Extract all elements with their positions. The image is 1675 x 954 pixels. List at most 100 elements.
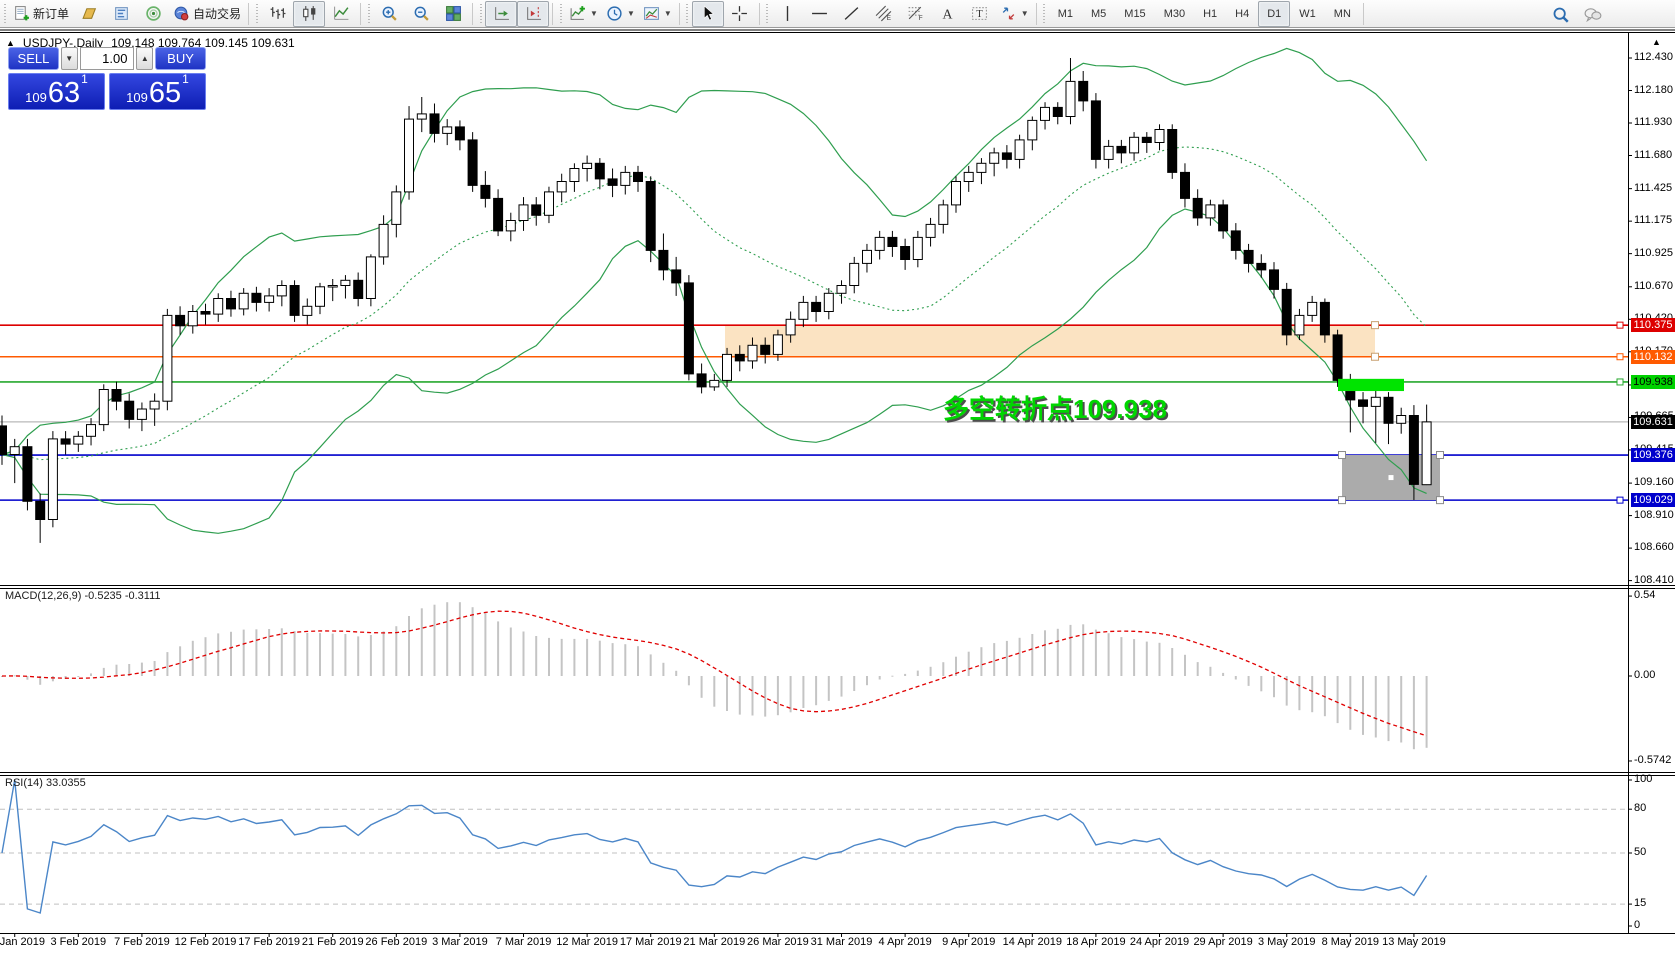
selection-handle[interactable] xyxy=(1436,496,1444,505)
collapse-arrow-icon[interactable]: ▲ xyxy=(6,38,15,48)
auto-trading-button[interactable]: 自动交易 xyxy=(169,1,245,27)
buy-button[interactable]: BUY xyxy=(155,47,206,70)
chart-plot[interactable] xyxy=(0,28,1675,954)
search-button[interactable] xyxy=(1545,2,1577,28)
buy-price-pips: 65 xyxy=(148,77,182,109)
tf-d1-button[interactable]: D1 xyxy=(1258,0,1291,27)
selection-handle[interactable] xyxy=(1338,496,1346,505)
toolbar-drag-handle[interactable] xyxy=(558,3,564,24)
text-label-button[interactable] xyxy=(964,1,996,27)
candle xyxy=(518,204,529,221)
periods-dropdown-caret[interactable]: ▼ xyxy=(626,9,635,18)
text-icon xyxy=(939,5,956,22)
tf-m5-button[interactable]: M5 xyxy=(1082,1,1115,27)
toolbar-drag-handle[interactable] xyxy=(478,3,484,24)
main-price-pane[interactable] xyxy=(0,47,1628,543)
date-axis-label: 24 Apr 2019 xyxy=(1129,936,1190,948)
selection-handle[interactable] xyxy=(1436,451,1444,460)
macd-label: MACD(12,26,9) -0.5235 -0.3111 xyxy=(5,590,161,602)
crosshair-button[interactable] xyxy=(724,1,756,27)
tf-mn-button[interactable]: MN xyxy=(1325,1,1360,27)
templates-button[interactable]: ▼ xyxy=(639,1,676,27)
hline-handle[interactable] xyxy=(1616,496,1624,504)
trendline-button[interactable] xyxy=(836,1,868,27)
arrows-dropdown-caret[interactable]: ▼ xyxy=(1020,9,1029,18)
green-highlight-bar[interactable] xyxy=(1338,378,1404,392)
tf-w1-button[interactable]: W1 xyxy=(1290,1,1325,27)
new-order-icon xyxy=(13,5,30,22)
bar-chart-button[interactable] xyxy=(261,1,293,27)
toolbar-drag-handle[interactable] xyxy=(764,3,770,24)
volume-increase-button[interactable]: ▲ xyxy=(136,47,154,70)
price-axis-tick: 109.160 xyxy=(1634,476,1674,489)
toolbar-drag-handle[interactable] xyxy=(1041,3,1047,24)
candle xyxy=(963,171,974,182)
candle xyxy=(785,318,796,336)
tf-h4-button[interactable]: H4 xyxy=(1226,1,1258,27)
date-axis-label: 3 May 2019 xyxy=(1257,936,1316,948)
toolbar-separator xyxy=(248,2,250,25)
signals-button[interactable] xyxy=(137,1,169,27)
toolbar-drag-handle[interactable] xyxy=(254,3,260,24)
tf-m1-button[interactable]: M1 xyxy=(1049,1,1082,27)
zoom-in-icon xyxy=(381,5,398,22)
sell-button[interactable]: SELL xyxy=(8,47,59,70)
candle xyxy=(404,118,414,193)
arrows-button[interactable]: ▼ xyxy=(996,1,1033,27)
chart-shift-button[interactable] xyxy=(517,0,550,27)
rsi-axis-tick: 80 xyxy=(1634,802,1647,815)
fibonacci-button[interactable] xyxy=(900,1,932,27)
tf-m30-button[interactable]: M30 xyxy=(1155,1,1194,27)
rsi-pane[interactable] xyxy=(0,779,1628,914)
zoom-out-button[interactable] xyxy=(405,1,437,27)
depth-of-market-button[interactable] xyxy=(105,1,137,27)
candle xyxy=(1014,139,1025,160)
sell-price-display[interactable]: 109 63 1 xyxy=(8,72,105,110)
hline-handle[interactable] xyxy=(1616,321,1624,329)
chart-ohlc-values: 109.148 109.764 109.145 109.631 xyxy=(111,36,295,50)
community-chat-button[interactable] xyxy=(1577,2,1609,28)
tf-m15-button[interactable]: M15 xyxy=(1115,1,1154,27)
selection-handle[interactable] xyxy=(1338,451,1346,460)
selection-handle[interactable] xyxy=(1388,475,1394,481)
rsi-axis-tick: 15 xyxy=(1634,897,1647,910)
text-button[interactable] xyxy=(932,1,964,27)
candle xyxy=(1116,145,1127,154)
candle xyxy=(811,301,822,312)
tf-h1-button[interactable]: H1 xyxy=(1194,1,1226,27)
supply-zone-rectangle[interactable] xyxy=(725,325,1375,357)
templates-dropdown-caret[interactable]: ▼ xyxy=(663,9,672,18)
toolbar-drag-handle[interactable] xyxy=(366,3,372,24)
volume-decrease-button[interactable]: ▼ xyxy=(60,47,78,70)
macd-pane[interactable] xyxy=(1,602,1428,750)
candle xyxy=(264,295,275,303)
vertical-line-button[interactable] xyxy=(772,1,804,27)
periods-button[interactable]: ▼ xyxy=(602,1,639,27)
new-order-button[interactable]: 新订单 xyxy=(9,1,73,27)
indicators-button[interactable]: ▼ xyxy=(565,1,602,27)
selection-handle[interactable] xyxy=(1371,321,1379,330)
toolbar-drag-handle[interactable] xyxy=(2,3,7,24)
price-level-label-110.375: 110.375 xyxy=(1631,318,1675,333)
cursor-button[interactable] xyxy=(691,0,724,27)
volume-input[interactable]: 1.00 xyxy=(79,47,135,70)
buy-price-display[interactable]: 109 65 1 xyxy=(109,72,206,110)
indicators-dropdown-caret[interactable]: ▼ xyxy=(590,9,598,18)
chart-window-button[interactable] xyxy=(73,1,105,27)
auto-scroll-button[interactable] xyxy=(485,0,518,27)
equidistant-channel-button[interactable] xyxy=(868,1,900,27)
price-scale-arrow-icon[interactable]: ▲ xyxy=(1652,37,1661,47)
horizontal-line-button[interactable] xyxy=(804,1,836,27)
candlestick-chart-button[interactable] xyxy=(293,0,326,27)
hline-handle[interactable] xyxy=(1616,353,1624,361)
tile-windows-button[interactable] xyxy=(437,1,469,27)
fibo-icon xyxy=(907,5,924,22)
selection-handle[interactable] xyxy=(1371,352,1379,361)
candle xyxy=(1129,136,1140,154)
candle xyxy=(1192,197,1203,219)
zoom-in-button[interactable] xyxy=(373,1,405,27)
line-chart-button[interactable] xyxy=(325,1,357,27)
toolbar-drag-handle[interactable] xyxy=(684,3,690,24)
date-axis-label: 18 Apr 2019 xyxy=(1066,936,1126,948)
hline-handle[interactable] xyxy=(1616,378,1624,386)
